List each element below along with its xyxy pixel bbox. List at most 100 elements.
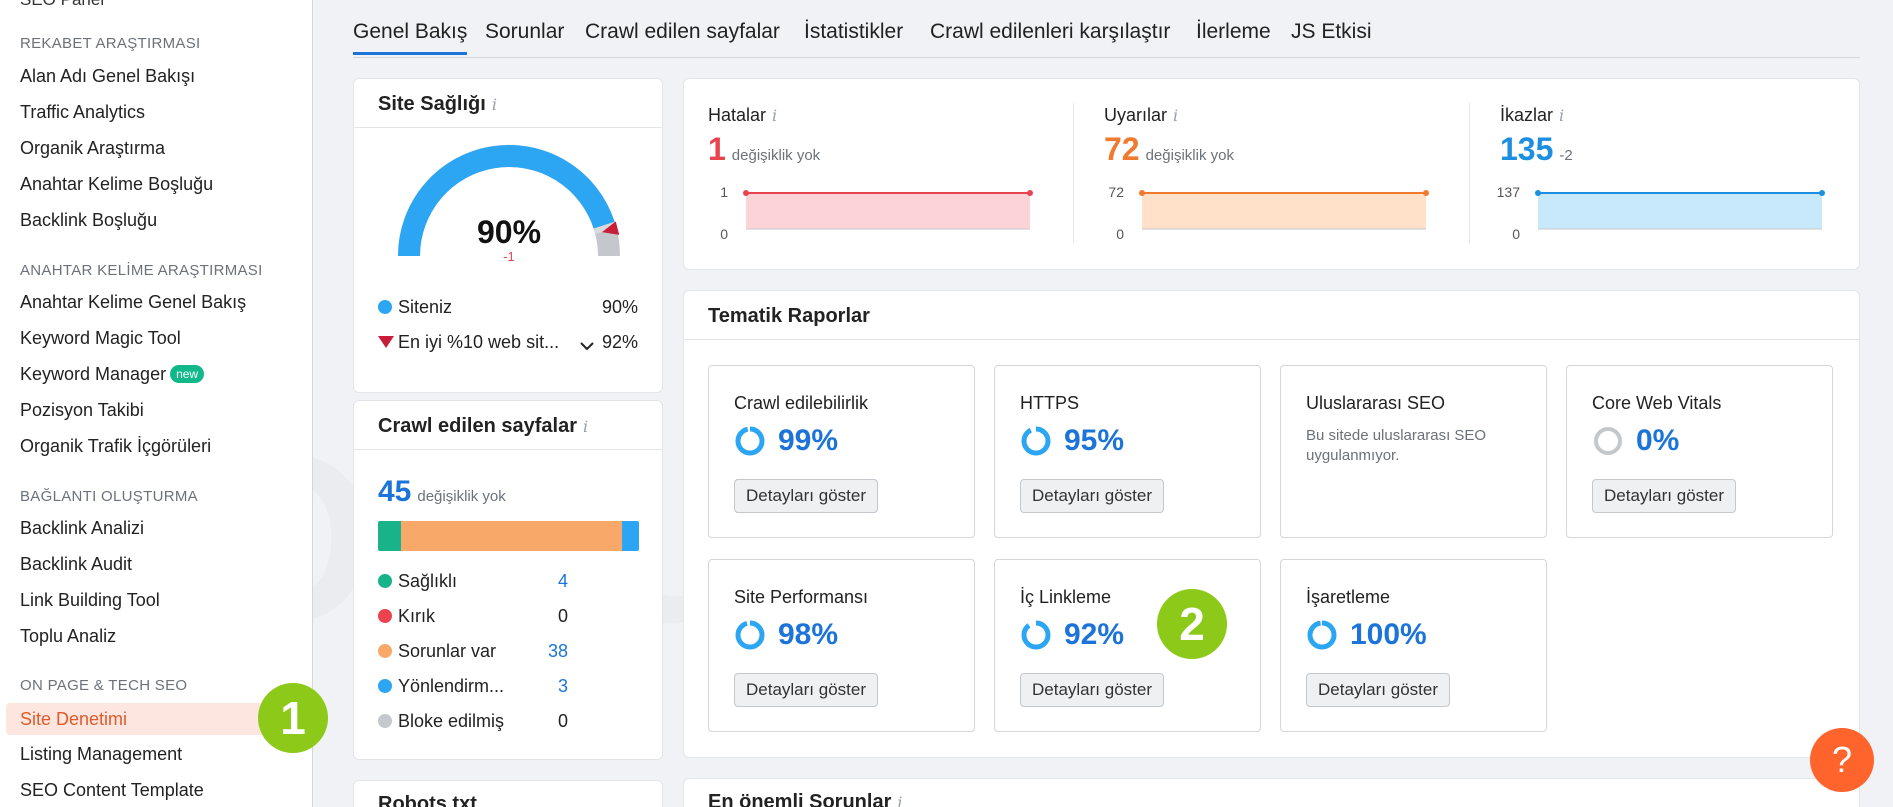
status-dot-icon — [378, 679, 392, 693]
tab-compare-crawls[interactable]: Crawl edilenleri karşılaştır — [930, 20, 1171, 43]
axis-max-label: 72 — [1108, 184, 1124, 200]
show-details-button[interactable]: Detayları göster — [734, 673, 878, 707]
bar-segment-0[interactable] — [378, 521, 402, 551]
show-details-button[interactable]: Detayları göster — [1020, 479, 1164, 513]
issues-summary-card: Hatalar i 1 değişiklik yok 1 0 Uyarılar i 7… — [683, 78, 1860, 270]
sidebar-item-link-building-tool[interactable]: Link Building Tool — [20, 590, 160, 610]
crawled-legend-row: Sorunlar var — [378, 641, 496, 662]
crawled-count[interactable]: 45 değişiklik yok — [378, 475, 506, 508]
sidebar-item-organic-research[interactable]: Organik Araştırma — [20, 138, 166, 158]
sidebar-item-keyword-overview[interactable]: Anahtar Kelime Genel Bakış — [20, 292, 247, 312]
axis-min-label: 0 — [720, 226, 728, 242]
crawled-pages-title: Crawl edilen sayfalar i — [378, 415, 589, 437]
progress-ring-icon — [1594, 427, 1622, 455]
sidebar-item-backlink-gap[interactable]: Backlink Boşluğu — [20, 210, 158, 230]
info-icon[interactable]: i — [1173, 106, 1179, 125]
crawled-legend-row: Kırık — [378, 606, 435, 627]
tab-statistics[interactable]: İstatistikler — [804, 20, 904, 43]
sidebar-item-seo-panel[interactable]: SEO Panel — [20, 0, 104, 10]
blue-dot-icon — [378, 300, 392, 314]
progress-ring-icon — [735, 426, 765, 456]
sidebar-item-traffic-analytics[interactable]: Traffic Analytics — [20, 102, 146, 122]
info-icon[interactable]: i — [1559, 106, 1565, 125]
annotation-marker-1: 1 — [258, 683, 328, 753]
info-icon[interactable]: i — [772, 106, 778, 125]
sidebar-item-backlink-audit[interactable]: Backlink Audit — [20, 554, 133, 574]
info-icon[interactable]: i — [897, 793, 903, 807]
help-button[interactable]: ? — [1810, 728, 1874, 792]
sidebar-item-seo-content-template[interactable]: SEO Content Template — [20, 780, 204, 800]
tab-crawled-pages[interactable]: Crawl edilen sayfalar — [585, 20, 780, 43]
show-details-button[interactable]: Detayları göster — [1020, 673, 1164, 707]
sidebar-item-keyword-gap[interactable]: Anahtar Kelime Boşluğu — [20, 174, 214, 194]
new-badge: new — [170, 365, 205, 383]
crawled-legend-row: Yönlendirm... — [378, 676, 504, 697]
progress-ring-icon — [1307, 620, 1337, 650]
legend-top-10: En iyi %10 web sit... — [378, 332, 559, 353]
tab-js-impact[interactable]: JS Etkisi — [1291, 20, 1372, 43]
stat-value[interactable]: 135 -2 — [1500, 131, 1573, 167]
sidebar-item-keyword-magic-tool[interactable]: Keyword Magic Tool — [20, 328, 181, 348]
tab-bar: Genel Bakış Sorunlar Crawl edilen sayfal… — [353, 0, 1860, 58]
crawled-legend-value: 0 — [557, 711, 568, 731]
your-site-value: 90% — [601, 297, 638, 317]
top-10-value: 92% — [601, 332, 638, 352]
crawled-pages-card: Crawl edilen sayfalar i 45 değişiklik yok … — [353, 400, 663, 760]
stat-label: Hatalar i — [708, 105, 778, 125]
info-icon[interactable]: i — [582, 417, 589, 436]
thematic-reports-card: Tematik Raporlar Crawl edilebilirlik 99% D… — [683, 290, 1860, 758]
info-icon[interactable]: i — [491, 95, 497, 114]
thematic-card: Uluslararası SEO Bu sitede uluslararası S… — [1280, 365, 1547, 538]
thematic-card-title[interactable]: Site Performansı — [734, 587, 869, 607]
thematic-card: Site Performansı 98% Detayları göster — [708, 559, 975, 732]
show-details-button[interactable]: Detayları göster — [1306, 673, 1450, 707]
show-details-button[interactable]: Detayları göster — [1592, 479, 1736, 513]
sidebar-item-listing-management[interactable]: Listing Management — [20, 744, 183, 764]
thematic-card: İşaretleme 100% Detayları göster — [1280, 559, 1547, 732]
robots-card: Robots.txt — [353, 780, 663, 807]
sidebar-item-position-tracking[interactable]: Pozisyon Takibi — [20, 400, 144, 420]
bar-segment-3[interactable] — [621, 521, 639, 551]
sidebar-item-organic-traffic-insights[interactable]: Organik Trafik İçgörüleri — [20, 436, 212, 456]
progress-ring-icon — [1021, 620, 1051, 650]
thematic-card-score: 99% — [734, 424, 838, 458]
stat-label: İkazlar i — [1500, 105, 1565, 125]
sparkline-chart — [1139, 190, 1429, 230]
axis-max-label: 1 — [720, 184, 728, 200]
sidebar-section-keyword-research: ANAHTAR KELİME ARAŞTIRMASI — [20, 262, 263, 279]
thematic-card-title[interactable]: Uluslararası SEO — [1306, 393, 1446, 413]
site-health-delta: -1 — [503, 249, 515, 264]
stat-value[interactable]: 1 değişiklik yok — [708, 131, 821, 167]
top-issues-title: En önemli Sorunlar i — [708, 791, 902, 807]
status-dot-icon — [378, 644, 392, 658]
chevron-down-icon[interactable] — [580, 341, 594, 351]
thematic-card-score: 95% — [1020, 424, 1124, 458]
thematic-card-title[interactable]: Crawl edilebilirlik — [734, 393, 869, 413]
sidebar-item-domain-overview[interactable]: Alan Adı Genel Bakışı — [20, 66, 196, 86]
crawled-legend-value[interactable]: 3 — [557, 676, 568, 696]
thematic-card-note: Bu sitede uluslararası SEO uygulanmıyor. — [1306, 427, 1487, 464]
show-details-button[interactable]: Detayları göster — [734, 479, 878, 513]
tab-overview[interactable]: Genel Bakış — [353, 20, 468, 55]
sidebar-section-onpage-tech-seo: ON PAGE & TECH SEO — [20, 677, 188, 694]
sidebar-item-site-audit[interactable]: Site Denetimi — [6, 703, 306, 735]
sidebar-item-bulk-analysis[interactable]: Toplu Analiz — [20, 626, 117, 646]
thematic-card-title[interactable]: HTTPS — [1020, 393, 1080, 413]
status-dot-icon — [378, 609, 392, 623]
sidebar: SEO Panel REKABET ARAŞTIRMASI Alan Adı G… — [0, 0, 313, 807]
sidebar-item-backlink-analytics[interactable]: Backlink Analizi — [20, 518, 145, 538]
crawled-legend-value[interactable]: 38 — [547, 641, 568, 661]
thematic-card-title[interactable]: Core Web Vitals — [1592, 393, 1722, 413]
tab-issues[interactable]: Sorunlar — [485, 20, 565, 43]
crawled-legend-value[interactable]: 4 — [557, 571, 568, 591]
top-issues-card: En önemli Sorunlar i — [683, 778, 1860, 807]
thematic-card-score: 0% — [1592, 424, 1679, 458]
keyword-manager-label: Keyword Manager — [20, 364, 167, 384]
thematic-card-title[interactable]: İç Linkleme — [1020, 587, 1112, 607]
sidebar-item-keyword-manager[interactable]: Keyword Manager new — [20, 364, 205, 385]
bar-segment-2[interactable] — [401, 521, 622, 551]
crawled-distribution-bar — [378, 521, 639, 551]
tab-progress[interactable]: İlerleme — [1196, 20, 1271, 43]
stat-value[interactable]: 72 değişiklik yok — [1104, 131, 1234, 167]
thematic-card-title[interactable]: İşaretleme — [1306, 587, 1391, 607]
